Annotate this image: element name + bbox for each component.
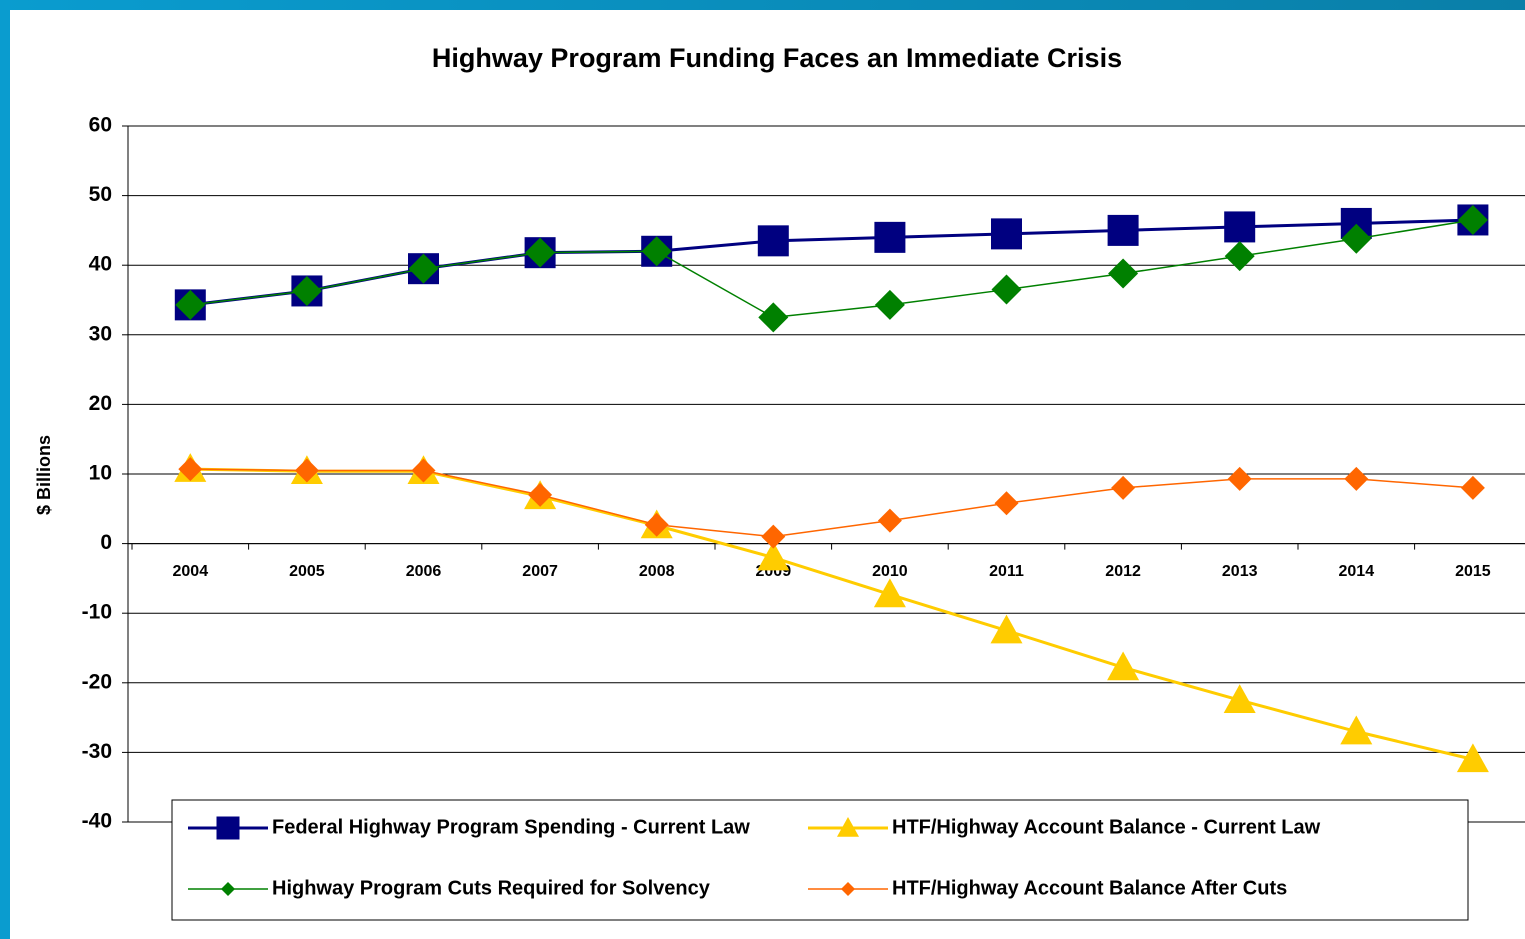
y-axis-label: $ Billions bbox=[34, 435, 54, 515]
marker bbox=[1457, 204, 1488, 235]
x-tick-label: 2006 bbox=[406, 563, 442, 580]
marker bbox=[877, 508, 902, 533]
y-tick-label: 40 bbox=[89, 253, 112, 276]
marker bbox=[758, 302, 789, 333]
marker bbox=[1340, 715, 1373, 745]
legend-label: Highway Program Cuts Required for Solven… bbox=[272, 877, 711, 899]
marker bbox=[1224, 241, 1255, 272]
marker bbox=[837, 817, 859, 837]
series-line bbox=[190, 468, 1473, 538]
marker bbox=[757, 541, 790, 571]
x-tick-label: 2013 bbox=[1222, 563, 1258, 580]
marker bbox=[1107, 651, 1140, 681]
marker bbox=[408, 253, 439, 284]
marker bbox=[1460, 475, 1485, 500]
y-tick-label: 10 bbox=[89, 462, 112, 485]
x-tick-label: 2005 bbox=[289, 563, 325, 580]
y-tick-label: 0 bbox=[100, 531, 112, 554]
left-border bbox=[0, 0, 10, 939]
marker bbox=[1107, 214, 1139, 246]
chart-title: Highway Program Funding Faces an Immedia… bbox=[432, 43, 1122, 73]
x-tick-label: 2011 bbox=[989, 563, 1024, 580]
marker bbox=[1108, 258, 1139, 289]
marker bbox=[874, 289, 905, 320]
marker bbox=[411, 458, 436, 483]
x-tick-label: 2007 bbox=[522, 563, 558, 580]
marker bbox=[1456, 743, 1489, 773]
marker bbox=[873, 578, 906, 608]
x-tick-label: 2014 bbox=[1339, 563, 1375, 580]
x-tick-label: 2008 bbox=[639, 563, 675, 580]
y-tick-label: -20 bbox=[82, 670, 112, 693]
y-tick-label: 20 bbox=[89, 392, 112, 415]
y-tick-label: 30 bbox=[89, 322, 112, 345]
legend-item: HTF/Highway Account Balance - Current La… bbox=[808, 816, 1321, 838]
legend-item: HTF/Highway Account Balance After Cuts bbox=[808, 877, 1287, 899]
series-line bbox=[190, 218, 1473, 307]
y-tick-label: -40 bbox=[82, 810, 112, 833]
marker bbox=[221, 882, 235, 896]
y-tick-label: 50 bbox=[89, 183, 112, 206]
marker bbox=[841, 882, 855, 896]
x-tick-label: 2004 bbox=[173, 563, 209, 580]
marker bbox=[991, 218, 1022, 250]
marker bbox=[1224, 211, 1256, 243]
y-tick-label: -30 bbox=[82, 740, 112, 763]
x-tick-label: 2012 bbox=[1105, 563, 1141, 580]
marker bbox=[216, 816, 240, 840]
x-tick-label: 2015 bbox=[1455, 563, 1491, 580]
marker bbox=[991, 274, 1022, 305]
legend-item: Highway Program Cuts Required for Solven… bbox=[188, 877, 711, 899]
legend-label: HTF/Highway Account Balance - Current La… bbox=[892, 816, 1321, 838]
marker bbox=[874, 221, 906, 253]
marker bbox=[757, 225, 789, 257]
x-tick-label: 2010 bbox=[872, 563, 908, 580]
top-border bbox=[0, 0, 1525, 10]
legend-item: Federal Highway Program Spending - Curre… bbox=[188, 816, 750, 840]
series-line bbox=[190, 219, 1474, 319]
marker bbox=[525, 237, 556, 268]
marker bbox=[1341, 223, 1372, 254]
marker bbox=[178, 457, 203, 482]
marker bbox=[761, 524, 786, 549]
marker bbox=[990, 614, 1023, 644]
marker bbox=[1223, 684, 1256, 713]
legend-label: HTF/Highway Account Balance After Cuts bbox=[892, 877, 1287, 899]
marker bbox=[641, 236, 672, 267]
y-tick-label: -10 bbox=[82, 601, 112, 624]
legend: Federal Highway Program Spending - Curre… bbox=[171, 799, 1469, 921]
marker bbox=[644, 512, 669, 537]
legend-label: Federal Highway Program Spending - Curre… bbox=[272, 816, 750, 838]
marker bbox=[528, 482, 553, 507]
series-line bbox=[190, 467, 1474, 761]
marker bbox=[994, 491, 1019, 516]
marker bbox=[294, 458, 319, 483]
legend-box bbox=[171, 799, 1469, 921]
marker bbox=[1227, 466, 1252, 491]
marker bbox=[175, 289, 206, 320]
marker bbox=[1344, 466, 1369, 491]
marker bbox=[1111, 475, 1136, 500]
y-tick-label: 60 bbox=[89, 114, 112, 137]
marker bbox=[291, 275, 322, 306]
